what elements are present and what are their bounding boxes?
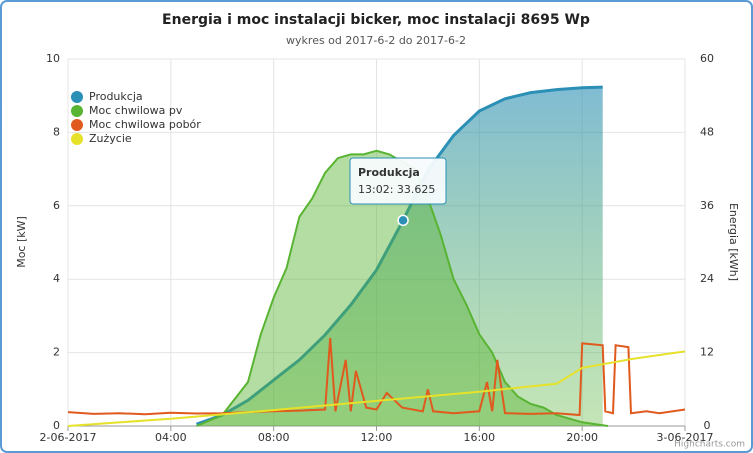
- y2-axis-title: Energia [kWh]: [727, 203, 740, 281]
- y2-tick-label: 60: [700, 52, 714, 65]
- credits: Highcharts.com: [674, 440, 745, 450]
- y-tick-label: 10: [46, 52, 60, 65]
- y-tick-label: 4: [53, 272, 60, 285]
- tooltip-title: Produkcja: [358, 166, 420, 179]
- legend-marker: [71, 133, 83, 145]
- x-tick-label: 3-06-2017: [657, 431, 714, 444]
- y-tick-label: 2: [53, 346, 60, 359]
- series-area: [196, 87, 603, 426]
- legend-marker: [71, 91, 83, 103]
- x-tick-label: 08:00: [258, 431, 290, 444]
- legend-label: Zużycie: [89, 132, 132, 145]
- tooltip-box: [349, 157, 447, 205]
- x-tick-label: 04:00: [155, 431, 187, 444]
- x-tick-label: 16:00: [463, 431, 495, 444]
- y2-tick-label: 24: [700, 272, 714, 285]
- chart-subtitle: wykres od 2017-6-2 do 2017-6-2: [286, 34, 466, 47]
- x-tick-label: 12:00: [361, 431, 393, 444]
- legend-label: Moc chwilowa pobór: [89, 118, 201, 131]
- y-tick-label: 0: [53, 419, 60, 432]
- chart-title: Energia i moc instalacji bicker, moc ins…: [162, 12, 590, 28]
- legend-label: Moc chwilowa pv: [89, 104, 183, 117]
- x-tick-label: 2-06-2017: [40, 431, 97, 444]
- tooltip-text: 13:02: 33.625: [358, 183, 435, 196]
- y2-tick-label: 48: [700, 125, 714, 138]
- y-tick-label: 6: [53, 199, 60, 212]
- y2-tick-label: 12: [700, 346, 714, 359]
- tooltip: Produkcja 13:02: 33.625: [349, 157, 447, 205]
- legend-marker: [71, 105, 83, 117]
- x-tick-label: 20:00: [566, 431, 598, 444]
- legend-marker: [71, 119, 83, 131]
- y2-tick-label: 0: [704, 419, 711, 432]
- legend-label: Produkcja: [89, 90, 143, 103]
- y2-tick-label: 36: [700, 199, 714, 212]
- highlight-point: [397, 214, 409, 227]
- y-tick-label: 8: [53, 125, 60, 138]
- y-axis-title: Moc [kW]: [15, 216, 28, 268]
- series-line: [67, 350, 686, 427]
